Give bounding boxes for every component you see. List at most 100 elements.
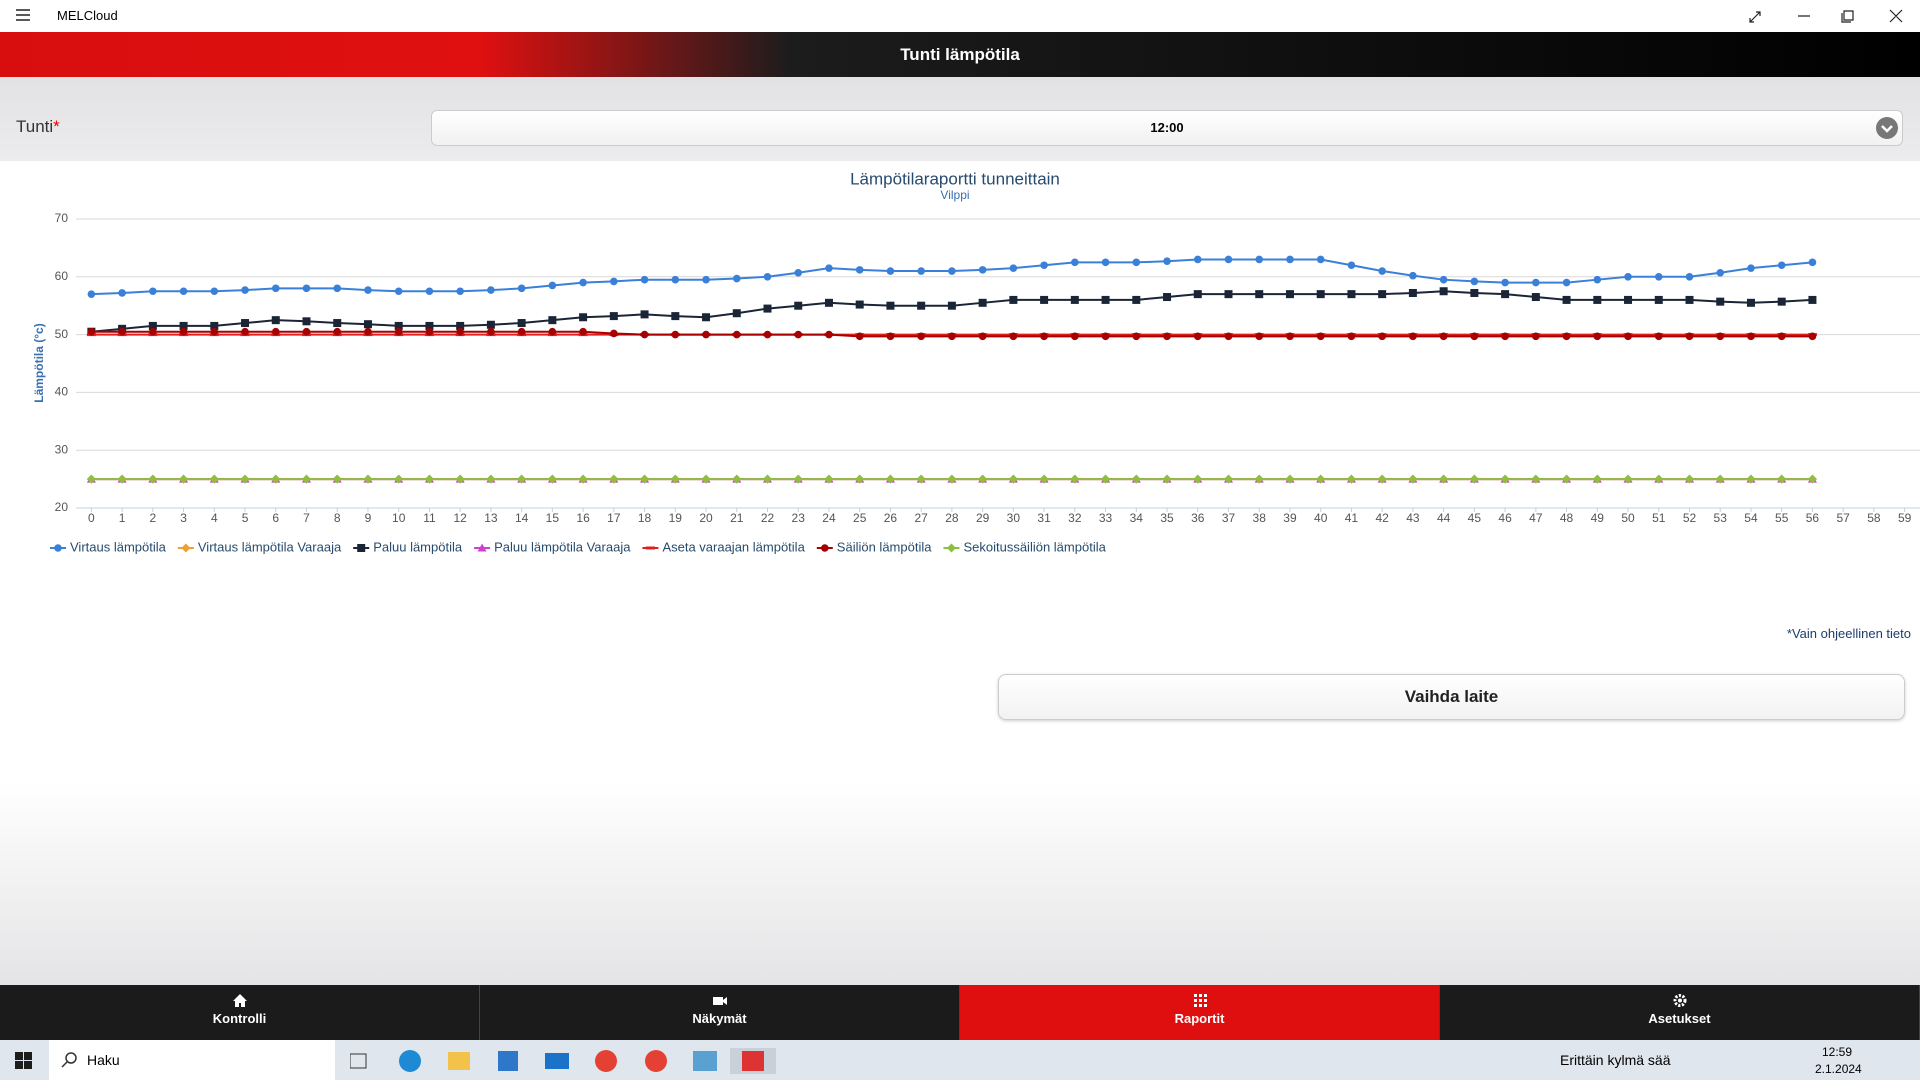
marker (1746, 474, 1756, 484)
marker (1101, 258, 1110, 267)
nav-label: Raportit (1174, 1011, 1225, 1026)
marker (54, 544, 62, 552)
marker (732, 330, 741, 339)
marker (117, 474, 127, 484)
x-tick-label: 7 (303, 511, 310, 525)
nav-label: Asetukset (1648, 1011, 1711, 1026)
marker (1808, 295, 1817, 304)
x-tick-label: 22 (761, 511, 775, 525)
marker (763, 273, 772, 281)
marker (547, 474, 557, 484)
series (87, 327, 1817, 341)
nav-label: Näkymät (692, 1011, 747, 1026)
clock-time[interactable]: 12:59 (1822, 1045, 1853, 1059)
marker (1623, 474, 1633, 484)
search-box[interactable]: Haku (49, 1040, 335, 1080)
change-device-button[interactable]: Vaihda laite (998, 674, 1905, 720)
search-placeholder: Haku (87, 1052, 120, 1068)
y-tick-label: 70 (55, 211, 69, 225)
x-tick-label: 49 (1591, 511, 1605, 525)
marker (1316, 474, 1326, 484)
legend-item[interactable]: Paluu lämpötila (353, 539, 463, 554)
marker (1255, 332, 1264, 341)
marker (271, 316, 280, 325)
x-tick-label: 1 (119, 511, 126, 525)
marker (302, 327, 311, 336)
marker (1654, 332, 1663, 341)
marker (702, 313, 711, 322)
marker (1408, 474, 1418, 484)
taskbar: Haku Erittäin kylmä sää 12:59 2.1.2024 (0, 1040, 1920, 1080)
marker (1685, 332, 1694, 341)
legend-item[interactable]: Säiliön lämpötila (816, 539, 932, 554)
x-tick-label: 31 (1037, 511, 1051, 525)
legend-item[interactable]: Virtaus lämpötila (50, 539, 167, 554)
x-tick-label: 57 (1836, 511, 1850, 525)
marker (241, 319, 250, 328)
nav-tab[interactable]: Näkymät (480, 985, 960, 1040)
window-controls[interactable] (1748, 8, 1908, 24)
marker (148, 474, 158, 484)
y-axis-label: Lämpötila (°c) (32, 323, 46, 402)
marker (794, 301, 803, 310)
legend-item[interactable]: Aseta varaajan lämpötila (642, 539, 806, 554)
marker (149, 287, 157, 296)
marker (1501, 290, 1510, 299)
marker (579, 313, 588, 322)
nav-tab[interactable]: Kontrolli (0, 985, 480, 1040)
y-tick-label: 20 (55, 500, 69, 514)
marker (1378, 267, 1386, 275)
legend-item[interactable]: Paluu lämpötila Varaaja (474, 539, 631, 554)
marker (1285, 474, 1295, 484)
chart-subtitle: Vilppi (940, 188, 969, 202)
marker (794, 330, 803, 339)
marker (149, 327, 157, 336)
series (86, 474, 1817, 484)
marker (1039, 474, 1049, 484)
legend-label: Aseta varaajan lämpötila (662, 539, 805, 554)
marker (1747, 264, 1755, 272)
x-tick-label: 18 (638, 511, 652, 525)
marker (1716, 332, 1725, 341)
marker (425, 287, 434, 296)
legend-item[interactable]: Virtaus lämpötila Varaaja (177, 539, 342, 554)
marker (917, 267, 925, 275)
hour-select[interactable]: 12:00 (431, 110, 1903, 146)
marker (1654, 474, 1664, 484)
start-button[interactable] (15, 1052, 32, 1069)
marker (1562, 295, 1571, 304)
marker (1132, 295, 1141, 304)
marker (1716, 297, 1725, 306)
marker (302, 474, 311, 484)
marker (1254, 474, 1264, 484)
taskbar-apps[interactable] (350, 1048, 780, 1074)
legend-item[interactable]: Sekoitussäiliön lämpötila (943, 539, 1107, 554)
marker (1316, 255, 1325, 264)
marker (1101, 332, 1110, 341)
marker (1593, 275, 1602, 284)
nav-tab[interactable]: Raportit (960, 985, 1440, 1040)
marker (548, 281, 557, 290)
marker (855, 474, 865, 484)
y-tick-label: 50 (55, 327, 69, 341)
marker (456, 287, 464, 296)
marker (1532, 278, 1540, 287)
marker (978, 332, 987, 341)
legend-label: Paluu lämpötila Varaaja (494, 539, 631, 554)
marker (609, 474, 619, 484)
marker (1316, 332, 1325, 341)
menu-icon[interactable] (16, 9, 30, 21)
x-tick-label: 42 (1375, 511, 1389, 525)
x-tick-label: 59 (1898, 511, 1912, 525)
marker (1439, 474, 1449, 484)
marker (609, 312, 618, 321)
weather[interactable]: Erittäin kylmä sää (1560, 1052, 1671, 1068)
x-tick-label: 24 (822, 511, 836, 525)
chart: Lämpötilaraportti tunneittain Vilppi Läm… (32, 169, 1920, 554)
marker (1624, 273, 1632, 281)
clock-date[interactable]: 2.1.2024 (1815, 1062, 1862, 1076)
nav-tab[interactable]: Asetukset (1440, 985, 1920, 1040)
x-tick-label: 6 (272, 511, 279, 525)
marker (1132, 258, 1141, 267)
x-tick-label: 23 (792, 511, 806, 525)
